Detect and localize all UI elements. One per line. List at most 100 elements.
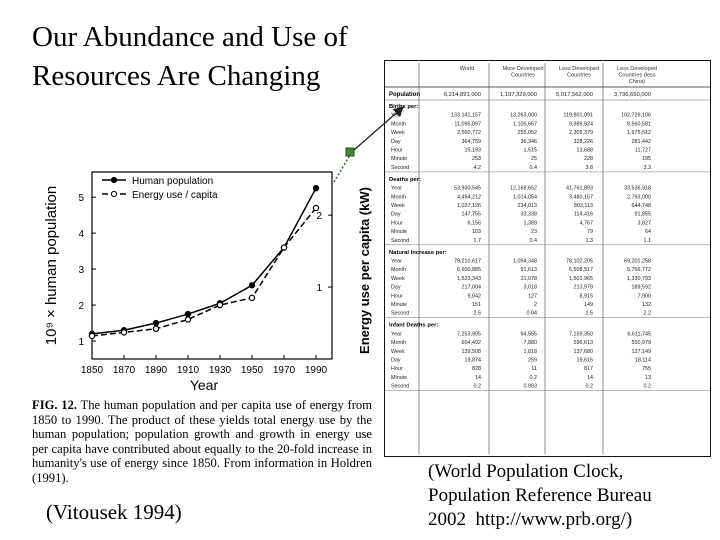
population-label: Population [389, 92, 420, 98]
cell-value: 234,013 [518, 203, 538, 209]
row-label: Month [391, 121, 406, 127]
row-label: Hour [391, 366, 403, 372]
cell-value: 8,915 [580, 293, 594, 299]
cell-value: 79 [587, 229, 593, 235]
legend-swatch-marker [110, 176, 118, 184]
population-value: 3,736,650,000 [614, 92, 651, 98]
x-tick-label: 1950 [241, 365, 264, 376]
cell-value: 4,767 [580, 220, 594, 226]
cell-value: 596,613 [574, 340, 594, 346]
cell-value: 2,305,379 [569, 130, 593, 136]
cell-value: 1,037,126 [457, 203, 481, 209]
row-label: Second [391, 311, 409, 317]
cell-value: 13 [645, 375, 651, 381]
cell-value: 217,004 [462, 285, 482, 291]
row-label: Day [391, 285, 401, 291]
cell-value: 328,226 [574, 139, 594, 145]
cell-value: 1,818 [524, 349, 538, 355]
y-left-tick-label: 4 [78, 229, 84, 240]
cell-value: 3,827 [638, 220, 652, 226]
cell-value: 23 [531, 229, 537, 235]
cell-value: 64 [645, 229, 651, 235]
cell-value: 255,052 [518, 130, 538, 136]
cell-value: 1,389 [524, 220, 538, 226]
cell-value: 1,515 [524, 148, 538, 154]
cell-value: 364,759 [462, 139, 482, 145]
cell-value: 114,416 [574, 212, 593, 218]
cell-value: 3,018 [524, 285, 538, 291]
row-label: Day [391, 139, 401, 145]
row-label: Hour [391, 148, 403, 154]
cell-value: 0.04 [527, 311, 538, 317]
data-point [120, 329, 128, 336]
cell-value: 13,688 [577, 148, 594, 154]
cell-value: 0.2 [474, 384, 482, 390]
row-label: Hour [391, 220, 403, 226]
cell-value: 604,492 [462, 340, 482, 346]
row-label: Year [391, 113, 402, 119]
cell-value: 1,501,965 [569, 276, 593, 282]
row-label: Year [391, 331, 402, 337]
y-left-tick-label: 1 [78, 337, 84, 348]
cell-value: 3.8 [586, 165, 594, 171]
cell-value: 79,210,617 [454, 259, 481, 265]
x-tick-label: 1930 [209, 365, 232, 376]
cell-value: 18,114 [635, 358, 651, 364]
y-left-axis-label: 10⁹ × human population [43, 186, 60, 345]
cell-value: 91,855 [635, 212, 652, 218]
cell-value: 15,193 [465, 148, 482, 154]
cell-value: 803,113 [574, 203, 593, 209]
cell-value: 33,536,918 [624, 186, 651, 192]
column-header: Less Developed Countries [559, 66, 599, 79]
cell-value: 4,494,212 [457, 194, 481, 200]
cell-value: 0.2 [644, 384, 652, 390]
cell-value: 1.3 [586, 238, 594, 244]
cell-value: 2,560,772 [457, 130, 481, 136]
cell-value: 14 [587, 375, 593, 381]
cell-value: 6,508,517 [569, 267, 593, 273]
cell-value: 4.2 [474, 165, 482, 171]
cell-value: 7,159,350 [569, 331, 593, 337]
cell-value: 6,156 [468, 220, 482, 226]
cell-value: 7,880 [524, 340, 538, 346]
x-tick-label: 1990 [305, 365, 328, 376]
citation-vitousek: (Vitousek 1994) [46, 500, 182, 524]
row-label: Day [391, 212, 401, 218]
cell-value: 103 [472, 229, 481, 235]
cell-value: 828 [472, 366, 481, 372]
cell-value: 149 [584, 302, 593, 308]
y-left-tick-label: 3 [78, 265, 84, 276]
cell-value: 213,979 [574, 285, 594, 291]
row-label: Minute [391, 302, 407, 308]
cell-value: 1,014,054 [513, 194, 537, 200]
data-point [152, 319, 160, 327]
cell-value: 12,168,652 [510, 186, 537, 192]
cell-value: 3,480,157 [569, 194, 593, 200]
cell-value: 5,766,772 [627, 267, 651, 273]
row-label: Week [391, 203, 405, 209]
cell-value: 11 [531, 366, 537, 372]
cell-value: 9,042 [468, 293, 482, 299]
cell-value: 195 [642, 156, 651, 162]
data-point [312, 204, 320, 212]
cell-value: 3.3 [644, 165, 652, 171]
cell-value: 102,726,106 [621, 113, 651, 119]
row-label: Second [391, 165, 409, 171]
row-label: Minute [391, 156, 407, 162]
row-label: Hour [391, 293, 403, 299]
world-population-clock-table: World More Developed Countries Less Develop… [384, 60, 711, 457]
data-point [184, 316, 192, 323]
data-point [248, 294, 256, 302]
row-label: Week [391, 276, 405, 282]
section-label: Deaths per: [389, 177, 421, 183]
cell-value: 6,600,885 [457, 267, 481, 273]
cell-value: 11,095,097 [454, 121, 481, 127]
x-tick-label: 1910 [177, 365, 200, 376]
cell-value: 94,555 [521, 331, 538, 337]
y-left-tick-label: 5 [78, 193, 84, 204]
cell-value: 817 [584, 366, 593, 372]
cell-value: 25 [531, 156, 537, 162]
row-label: Year [391, 186, 402, 192]
series-line-0 [91, 187, 317, 335]
cell-value: 69,201,258 [624, 259, 651, 265]
